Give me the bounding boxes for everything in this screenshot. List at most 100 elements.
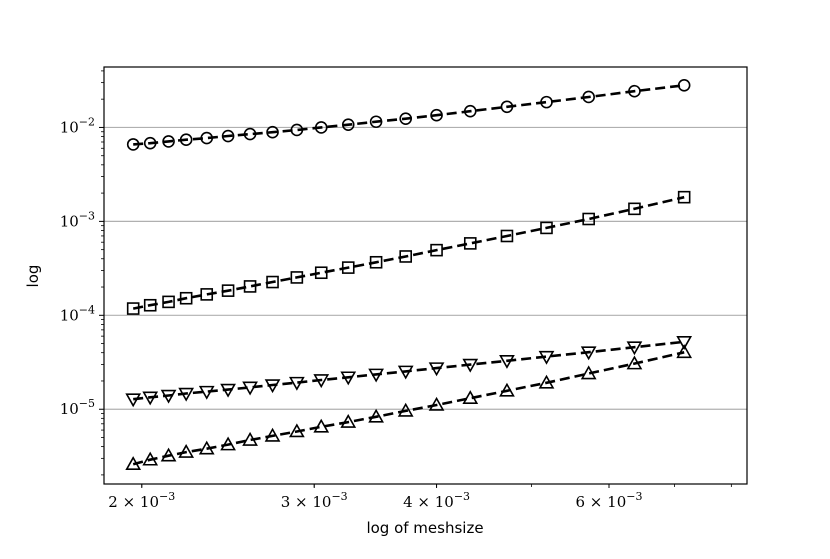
triangle-up-marker	[580, 365, 597, 380]
circle-marker	[677, 78, 691, 92]
y-tick-label: 10−3	[60, 209, 95, 230]
triangle-down-marker	[499, 354, 515, 369]
square-marker	[500, 229, 514, 243]
x-tick-label: 6 × 10−3	[576, 490, 643, 511]
series-line	[133, 84, 685, 146]
triangle-down-marker	[313, 374, 330, 389]
square-marker	[126, 302, 140, 315]
triangle-up-marker	[676, 344, 693, 359]
triangle-down-marker	[340, 371, 357, 386]
triangle-up-marker	[242, 431, 258, 446]
triangle-down-marker	[368, 368, 384, 383]
series-line	[132, 351, 685, 466]
triangle-up-marker	[462, 390, 479, 405]
triangle-down-marker	[220, 383, 236, 398]
square-marker	[582, 212, 595, 226]
triangle-down-marker	[538, 350, 555, 365]
square-marker	[677, 190, 691, 204]
triangle-up-marker	[198, 440, 215, 455]
triangle-up-marker	[538, 374, 555, 389]
circle-marker	[628, 84, 641, 98]
circle-marker	[582, 90, 595, 104]
triangle-down-marker	[676, 336, 693, 350]
y-tick-label: 10−2	[60, 115, 95, 136]
circle-marker	[500, 100, 514, 114]
circle-marker	[143, 136, 157, 150]
triangle-up-marker	[368, 408, 384, 423]
series-line	[133, 340, 685, 401]
triangle-up-marker	[499, 382, 515, 397]
square-marker	[463, 237, 477, 250]
plot-frame	[103, 66, 748, 485]
triangle-down-marker	[160, 389, 177, 404]
triangle-up-marker	[397, 402, 414, 417]
triangle-up-marker	[220, 436, 236, 451]
triangle-down-marker	[626, 341, 643, 356]
square-marker	[540, 221, 553, 235]
triangle-down-marker	[428, 362, 445, 377]
circle-marker	[221, 129, 235, 143]
square-marker	[341, 261, 355, 274]
square-marker	[266, 275, 279, 289]
triangle-up-marker	[142, 451, 159, 466]
circle-marker	[314, 121, 328, 134]
triangle-down-marker	[142, 391, 159, 406]
circle-marker	[200, 131, 214, 145]
triangle-up-marker	[313, 418, 330, 433]
triangle-up-marker	[178, 443, 195, 458]
circle-marker	[126, 138, 140, 151]
circle-marker	[399, 112, 412, 125]
x-tick-label: 3 × 10−3	[281, 490, 348, 511]
x-tick-label: 2 × 10−3	[108, 490, 175, 511]
square-marker	[179, 291, 193, 305]
triangle-up-marker	[340, 413, 357, 428]
circle-marker	[430, 108, 443, 122]
square-marker	[314, 266, 328, 280]
square-marker	[162, 295, 175, 309]
grid-layer	[104, 126, 747, 410]
triangle-down-marker	[462, 358, 479, 373]
y-axis-label: log	[24, 265, 42, 288]
y-tick-label: 10−5	[60, 397, 95, 418]
triangle-down-marker	[580, 346, 597, 361]
x-tick-label: 4 × 10−3	[403, 490, 470, 511]
square-marker	[628, 202, 641, 216]
tick-layer: 10−5 10−4 10−3 10−2 2 × 10−3 3 × 10−3 4 × 10−3…	[60, 70, 732, 511]
circle-marker	[162, 135, 175, 148]
series-line	[132, 195, 685, 310]
triangle-down-marker	[288, 376, 305, 391]
series-triangle-up	[125, 344, 693, 470]
square-marker	[243, 280, 257, 293]
series-square	[126, 190, 691, 315]
series-circle	[126, 78, 691, 151]
triangle-up-marker	[428, 396, 445, 411]
triangle-down-marker	[242, 381, 258, 396]
square-marker	[221, 284, 235, 297]
square-marker	[369, 255, 383, 269]
triangle-up-marker	[125, 456, 142, 470]
triangle-up-marker	[160, 447, 177, 462]
y-tick-label: 10−4	[60, 303, 95, 324]
circle-marker	[463, 104, 477, 118]
circle-marker	[243, 127, 257, 141]
triangle-down-marker	[198, 385, 215, 400]
circle-marker	[290, 123, 304, 137]
square-marker	[143, 298, 157, 312]
x-axis-label: log of meshsize	[366, 519, 483, 537]
square-marker	[200, 288, 214, 301]
triangle-down-marker	[125, 393, 142, 408]
triangle-up-marker	[626, 355, 643, 370]
series-triangle-down	[125, 336, 693, 408]
circle-marker	[266, 125, 279, 139]
square-marker	[430, 243, 443, 257]
triangle-down-marker	[178, 387, 195, 402]
series-layer	[125, 78, 693, 470]
square-marker	[399, 250, 412, 263]
triangle-up-marker	[288, 423, 305, 438]
circle-marker	[369, 115, 383, 129]
triangle-up-marker	[264, 427, 281, 442]
circle-marker	[179, 133, 193, 147]
triangle-down-marker	[397, 365, 414, 380]
